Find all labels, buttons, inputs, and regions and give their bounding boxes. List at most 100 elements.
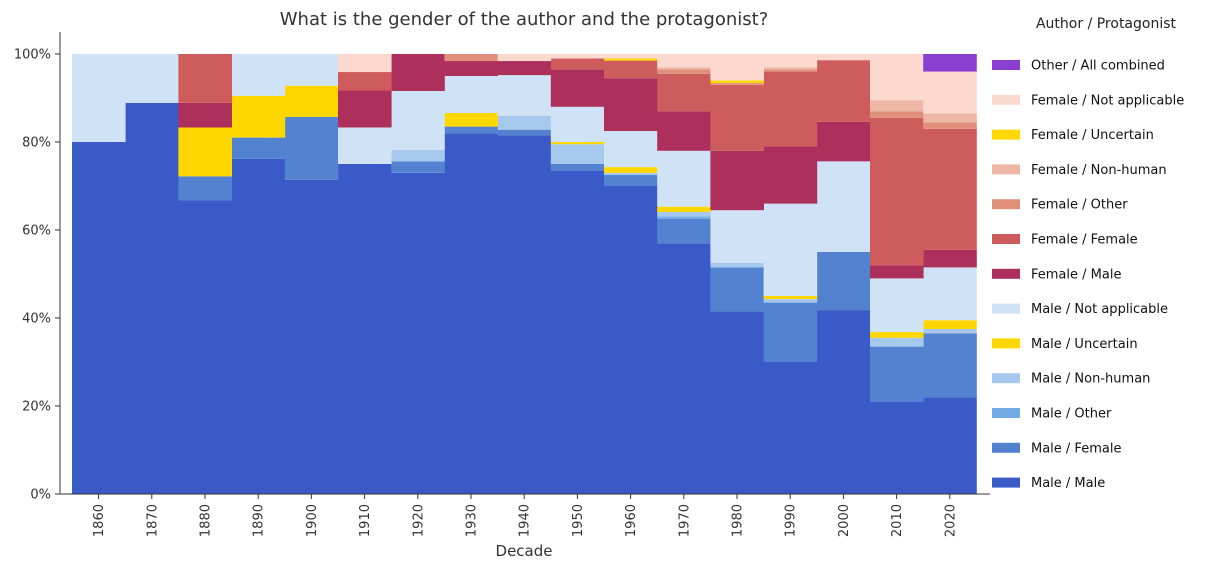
bar-segment bbox=[816, 161, 871, 252]
legend-swatch bbox=[992, 199, 1020, 210]
legend-swatch bbox=[992, 234, 1020, 244]
bar-segment bbox=[923, 71, 977, 114]
y-tick-label: 0% bbox=[30, 488, 51, 503]
bar-segment bbox=[710, 80, 764, 84]
x-tick-label: 1980 bbox=[731, 504, 746, 537]
bar-segment bbox=[816, 252, 871, 311]
series-12 bbox=[923, 54, 977, 72]
legend-swatch bbox=[992, 303, 1020, 314]
series-5 bbox=[72, 54, 977, 333]
bar-segment bbox=[763, 299, 818, 303]
legend-item-label: Female / Not applicable bbox=[1031, 93, 1184, 108]
bar-segment bbox=[231, 95, 286, 138]
bar-segment bbox=[657, 73, 711, 112]
bar-segment bbox=[231, 54, 286, 96]
x-tick-label: 1930 bbox=[465, 504, 480, 537]
bar-segment bbox=[763, 54, 818, 68]
series-4 bbox=[178, 85, 977, 338]
bar-segment bbox=[391, 149, 445, 162]
legend-swatch bbox=[992, 268, 1020, 279]
bar-segment bbox=[710, 150, 764, 211]
bar-segment bbox=[178, 54, 232, 103]
bar-segment bbox=[923, 329, 977, 334]
legend-item-label: Male / Male bbox=[1031, 476, 1105, 491]
bar-segment bbox=[444, 61, 498, 76]
bar-segment bbox=[550, 69, 605, 107]
y-tick-label: 20% bbox=[22, 400, 51, 415]
series-2 bbox=[657, 216, 711, 219]
bar-segment bbox=[657, 150, 711, 207]
y-axis: 0% 20% 40% 60% 80% 100% bbox=[14, 32, 61, 503]
bar-segment bbox=[444, 76, 498, 113]
bar-segment bbox=[284, 85, 339, 117]
x-tick-label: 1920 bbox=[411, 504, 426, 537]
x-tick-label: 1910 bbox=[358, 504, 373, 537]
bar-segment bbox=[816, 310, 871, 494]
bar-segment bbox=[284, 54, 339, 86]
bar-segment bbox=[604, 54, 658, 59]
bar-segment bbox=[870, 100, 924, 112]
bar-segment bbox=[657, 67, 711, 70]
legend-item-label: Female / Other bbox=[1031, 198, 1128, 213]
legend-item-label: Other / All combined bbox=[1031, 59, 1165, 74]
bar-segment bbox=[604, 60, 658, 79]
series-8 bbox=[444, 54, 977, 129]
bar-segment bbox=[816, 121, 871, 162]
bar-segment bbox=[763, 302, 818, 362]
legend-item-label: Male / Female bbox=[1031, 441, 1121, 456]
legend-item-label: Male / Non-human bbox=[1031, 372, 1150, 387]
legend-swatch bbox=[992, 338, 1020, 349]
bar-segment bbox=[763, 69, 818, 72]
legend-swatch bbox=[992, 442, 1020, 453]
legend-item-label: Female / Female bbox=[1031, 233, 1138, 248]
bar-segment bbox=[550, 54, 605, 59]
bar-segment bbox=[923, 113, 977, 123]
y-tick-label: 100% bbox=[14, 48, 51, 63]
bar-segment bbox=[125, 102, 179, 494]
bar-segment bbox=[763, 67, 818, 70]
y-tick-label: 80% bbox=[22, 136, 51, 151]
plot-area bbox=[72, 54, 977, 495]
bar-segment bbox=[657, 219, 711, 244]
bar-segment bbox=[923, 320, 977, 329]
bar-segment bbox=[338, 164, 392, 494]
bar-segment bbox=[391, 54, 445, 91]
bar-segment bbox=[870, 346, 924, 402]
bar-segment bbox=[178, 200, 232, 494]
y-tick-label: 40% bbox=[22, 312, 51, 327]
bar-segment bbox=[604, 186, 658, 494]
bar-segment bbox=[550, 58, 605, 70]
x-tick-label: 1990 bbox=[784, 504, 799, 537]
bar-segment bbox=[550, 142, 605, 145]
bar-segment bbox=[657, 211, 711, 217]
legend-swatch bbox=[992, 60, 1020, 70]
legend-item-label: Female / Male bbox=[1031, 267, 1121, 282]
bar-segment bbox=[763, 362, 818, 494]
bar-segment bbox=[870, 117, 924, 266]
bar-segment bbox=[497, 129, 552, 136]
legend-item-label: Male / Not applicable bbox=[1031, 302, 1168, 317]
bar-segment bbox=[657, 216, 711, 219]
bar-segment bbox=[923, 122, 977, 129]
bar-segment bbox=[178, 127, 232, 177]
series-3 bbox=[391, 115, 977, 347]
bar-segment bbox=[710, 311, 764, 494]
bar-segment bbox=[657, 243, 711, 494]
legend-item-label: Male / Other bbox=[1031, 407, 1112, 422]
bar-segment bbox=[923, 128, 977, 250]
x-axis-label: Decade bbox=[496, 542, 553, 560]
bar-segment bbox=[444, 112, 498, 127]
x-tick-label: 2010 bbox=[890, 504, 905, 537]
bar-segment bbox=[231, 137, 286, 159]
bar-segment bbox=[604, 172, 658, 175]
bar-segment bbox=[284, 179, 339, 494]
x-tick-label: 2020 bbox=[943, 504, 958, 537]
bar-segment bbox=[710, 84, 764, 151]
legend-swatch bbox=[992, 373, 1020, 384]
bar-segment bbox=[550, 106, 605, 142]
bar-segment bbox=[604, 131, 658, 168]
bar-segment bbox=[550, 170, 605, 494]
series-9 bbox=[657, 67, 977, 123]
bar-segment bbox=[763, 146, 818, 204]
